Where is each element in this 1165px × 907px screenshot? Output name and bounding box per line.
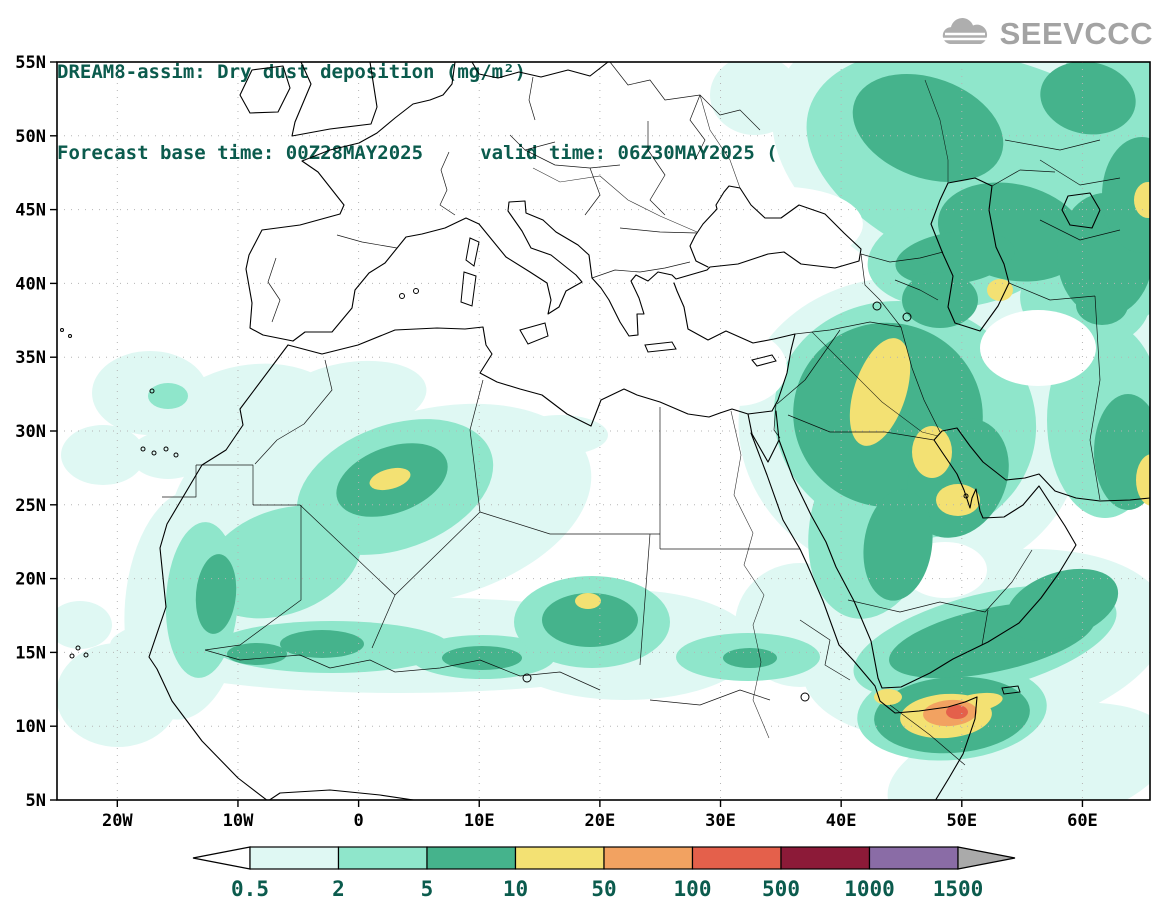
y-tick-label-45N: 45N — [15, 201, 46, 221]
colorbar-segment-2 — [427, 847, 516, 869]
x-tick-label-40E: 40E — [826, 811, 857, 831]
colorbar-label-2: 2 — [332, 877, 345, 901]
contour-fills — [48, 0, 1165, 861]
y-tick-label-15N: 15N — [15, 643, 46, 663]
x-tick-label-50E: 50E — [946, 811, 977, 831]
y-tick-label-55N: 55N — [15, 53, 46, 73]
y-tick-label-10N: 10N — [15, 717, 46, 737]
x-tick-label-30E: 30E — [705, 811, 736, 831]
colorbar-legend: 0.5 2 5 10 50 100 500 1000 1500 — [193, 847, 1015, 901]
colorbar-segment-0 — [250, 847, 339, 869]
colorbar-segment-7 — [870, 847, 959, 869]
colorbar-label-1500: 1500 — [933, 877, 984, 901]
colorbar-label-5: 5 — [421, 877, 434, 901]
x-tick-label-20E: 20E — [585, 811, 616, 831]
x-tick-label-0: 0 — [353, 811, 363, 831]
weather-map-page: DREAM8-assim: Dry dust deposition (mg/m²… — [0, 0, 1165, 907]
y-tick-label-20N: 20N — [15, 570, 46, 590]
y-tick-label-35N: 35N — [15, 348, 46, 368]
x-tick-label-10E: 10E — [464, 811, 495, 831]
colorbar-segment-5 — [693, 847, 782, 869]
colorbar-label-100: 100 — [674, 877, 712, 901]
colorbar-label-1000: 1000 — [844, 877, 895, 901]
y-tick-label-5N: 5N — [26, 791, 46, 811]
y-tick-label-50N: 50N — [15, 127, 46, 147]
colorbar-label-0.5: 0.5 — [231, 877, 269, 901]
colorbar-label-10: 10 — [503, 877, 528, 901]
colorbar-segment-4 — [604, 847, 693, 869]
y-tick-label-30N: 30N — [15, 422, 46, 442]
map-plot: 55N 50N 45N 40N 35N 30N 25N 20N 15N 10N 5N 20W 10W 0 1… — [0, 0, 1165, 907]
colorbar-segment-3 — [516, 847, 605, 869]
colorbar-segment-6 — [781, 847, 870, 869]
colorbar-label-500: 500 — [762, 877, 800, 901]
colorbar-below-arrow — [193, 847, 250, 869]
colorbar-above-arrow — [958, 847, 1015, 869]
colorbar-label-50: 50 — [591, 877, 616, 901]
y-tick-label-40N: 40N — [15, 274, 46, 294]
colorbar-segment-1 — [339, 847, 428, 869]
x-tick-label-60E: 60E — [1067, 811, 1098, 831]
y-tick-label-25N: 25N — [15, 496, 46, 516]
x-tick-label-10W: 10W — [223, 811, 254, 831]
x-tick-label-20W: 20W — [102, 811, 133, 831]
